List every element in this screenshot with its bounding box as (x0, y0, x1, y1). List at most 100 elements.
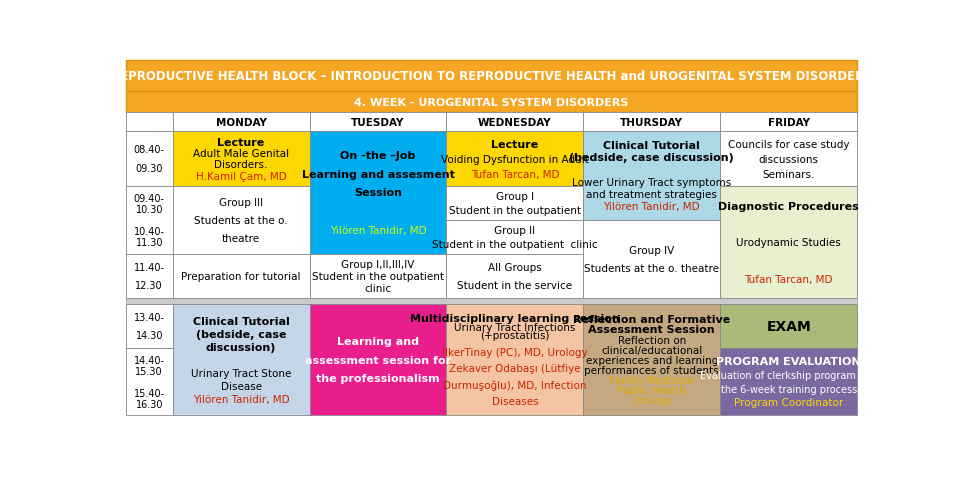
Text: Lecture: Lecture (218, 137, 265, 148)
Text: FRIDAY: FRIDAY (768, 118, 809, 128)
Text: Group I,II,III,IV: Group I,II,III,IV (341, 259, 414, 269)
Text: Group II: Group II (494, 226, 535, 235)
Text: Learning and assesment: Learning and assesment (301, 169, 455, 180)
Text: MONDAY: MONDAY (216, 118, 267, 128)
FancyBboxPatch shape (310, 113, 447, 132)
Text: Evaluation of clerkship program and: Evaluation of clerkship program and (700, 370, 877, 380)
Text: 15.40-: 15.40- (133, 388, 165, 398)
FancyBboxPatch shape (447, 132, 583, 187)
FancyBboxPatch shape (126, 113, 173, 132)
FancyBboxPatch shape (310, 132, 447, 254)
FancyBboxPatch shape (583, 305, 720, 415)
Text: and treatment strategies: and treatment strategies (586, 189, 717, 199)
Text: Student in the outpatient: Student in the outpatient (449, 206, 581, 216)
Text: experiences and learning: experiences and learning (586, 355, 718, 365)
FancyBboxPatch shape (126, 61, 857, 91)
FancyBboxPatch shape (447, 187, 583, 221)
Text: (bedside, case: (bedside, case (196, 329, 287, 339)
Text: 15.30: 15.30 (135, 366, 163, 376)
FancyBboxPatch shape (126, 91, 857, 113)
Text: Preparation for tutorial: Preparation for tutorial (181, 271, 301, 281)
FancyBboxPatch shape (126, 305, 173, 349)
Text: 11.40-: 11.40- (133, 262, 165, 272)
FancyBboxPatch shape (447, 305, 583, 415)
Text: Program Coordinator: Program Coordinator (734, 397, 843, 408)
FancyBboxPatch shape (126, 187, 173, 254)
Text: Lecture: Lecture (491, 139, 539, 150)
Text: Clinical Tutorial: Clinical Tutorial (193, 316, 290, 326)
Text: 10.40-: 10.40- (133, 227, 165, 237)
Text: (bedside, case discussion): (bedside, case discussion) (570, 153, 735, 163)
FancyBboxPatch shape (720, 132, 857, 187)
Text: THURSDAY: THURSDAY (620, 118, 684, 128)
FancyBboxPatch shape (720, 305, 857, 349)
FancyBboxPatch shape (447, 254, 583, 298)
FancyBboxPatch shape (583, 132, 720, 221)
Text: Group III: Group III (219, 197, 263, 207)
Text: Disorders.: Disorders. (215, 160, 268, 170)
FancyBboxPatch shape (447, 221, 583, 254)
Text: Tufan Tarcan, MD: Tufan Tarcan, MD (471, 169, 559, 180)
Text: Diseases: Diseases (492, 396, 538, 406)
Text: Multidisciplinary learning session: Multidisciplinary learning session (410, 314, 620, 324)
Text: All Groups: All Groups (488, 262, 542, 272)
Text: the 6-week training process: the 6-week training process (720, 384, 856, 393)
Text: Group IV: Group IV (629, 245, 674, 255)
Text: 4. WEEK - UROGENITAL SYSTEM DISORDERS: 4. WEEK - UROGENITAL SYSTEM DISORDERS (354, 97, 629, 107)
FancyBboxPatch shape (447, 113, 583, 132)
Text: WEDNESDAY: WEDNESDAY (479, 118, 551, 128)
FancyBboxPatch shape (583, 113, 720, 132)
Text: Urinary Tract Stone: Urinary Tract Stone (191, 368, 292, 378)
Text: Student in the outpatient  clinic: Student in the outpatient clinic (433, 239, 597, 249)
Text: Zekaver Odabaşı (Lütfiye: Zekaver Odabaşı (Lütfiye (449, 363, 581, 373)
Text: Tufan Tarcan, MD: Tufan Tarcan, MD (744, 274, 833, 284)
Text: 08.40-: 08.40- (133, 145, 165, 155)
Text: Councils for case study: Councils for case study (728, 139, 850, 150)
Text: On -the –Job: On -the –Job (340, 151, 415, 161)
FancyBboxPatch shape (310, 254, 447, 298)
Text: 16.30: 16.30 (135, 399, 163, 408)
Text: Yilören Tanidir, MD: Yilören Tanidir, MD (330, 225, 427, 235)
Text: Public Health: Public Health (618, 385, 686, 395)
Text: Reflection and Formative: Reflection and Formative (573, 315, 731, 325)
FancyBboxPatch shape (126, 349, 173, 415)
FancyBboxPatch shape (173, 254, 310, 298)
FancyBboxPatch shape (720, 113, 857, 132)
Text: (+prostatitis): (+prostatitis) (480, 330, 550, 340)
Text: Student in the outpatient: Student in the outpatient (312, 271, 444, 281)
Text: Student in the service: Student in the service (457, 280, 573, 290)
Text: PROGRAM EVALUATION: PROGRAM EVALUATION (716, 357, 861, 366)
Text: Adult Male Genital: Adult Male Genital (193, 149, 290, 159)
Text: the professionalism: the professionalism (316, 374, 440, 384)
Text: Reflection on: Reflection on (618, 335, 686, 345)
FancyBboxPatch shape (720, 349, 857, 415)
Text: Diagnostic Procedures: Diagnostic Procedures (718, 201, 859, 211)
Text: Students at the o.: Students at the o. (195, 215, 288, 226)
Text: REPRODUCTIVE HEALTH BLOCK – INTRODUCTION TO REPRODUCTIVE HEALTH and UROGENITAL S: REPRODUCTIVE HEALTH BLOCK – INTRODUCTION… (110, 70, 873, 83)
Text: Disease: Disease (221, 381, 262, 391)
Text: Yilören Tanidir, MD: Yilören Tanidir, MD (193, 393, 290, 404)
FancyBboxPatch shape (310, 305, 447, 415)
Text: 14.30: 14.30 (135, 331, 163, 341)
Text: 14.40-: 14.40- (133, 355, 165, 365)
Text: clinical/educational: clinical/educational (601, 345, 702, 355)
Text: Assessment Session: Assessment Session (589, 325, 715, 335)
FancyBboxPatch shape (126, 298, 857, 305)
Text: Clinical Tutorial: Clinical Tutorial (603, 141, 700, 151)
FancyBboxPatch shape (173, 305, 310, 415)
Text: assessment session for: assessment session for (305, 355, 451, 365)
Text: Durmuşoğlu), MD, Infection: Durmuşoğlu), MD, Infection (443, 379, 587, 390)
Text: Family Medicine: Family Medicine (610, 375, 693, 385)
FancyBboxPatch shape (173, 113, 310, 132)
Text: 13.40-: 13.40- (133, 313, 165, 323)
Text: Urinary Tract Infections: Urinary Tract Infections (455, 322, 575, 332)
FancyBboxPatch shape (173, 187, 310, 254)
Text: Group I: Group I (496, 192, 534, 202)
Text: Lower Urinary Tract symptoms: Lower Urinary Tract symptoms (573, 177, 732, 187)
Text: Seminars.: Seminars. (762, 169, 815, 180)
Text: clinic: clinic (364, 283, 391, 293)
Text: performances of students: performances of students (584, 365, 719, 375)
FancyBboxPatch shape (126, 132, 173, 187)
Text: 09.30: 09.30 (135, 164, 163, 174)
Text: Urology: Urology (632, 395, 672, 405)
